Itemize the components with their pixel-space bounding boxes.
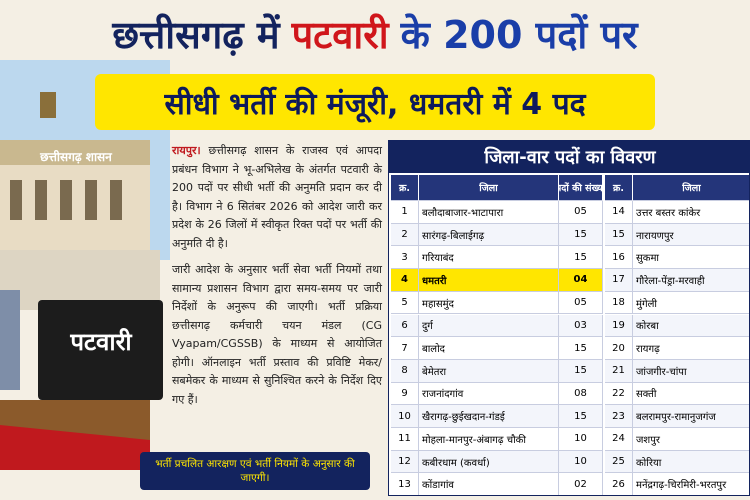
building-sign: छत्तीसगढ़ शासन — [40, 150, 112, 164]
table-cell: मोहला-मानपुर-अंबागढ़ चौकी — [419, 428, 559, 451]
table-cell: बालोद — [419, 337, 559, 360]
headline-line-1: छत्तीसगढ़ में पटवारी के 200 पदों पर — [0, 0, 750, 68]
table-header-cell: पदों की संख्या — [559, 175, 603, 201]
table-cell: गरियाबंद — [419, 246, 559, 270]
table-cell: 10 — [559, 428, 603, 451]
table-cell: 9 — [391, 382, 419, 406]
table-cell: मनेंद्रगढ़-चिरमिरी-भरतपुर — [633, 473, 749, 495]
table-cell: 8 — [391, 359, 419, 383]
table-cell: 17 — [605, 269, 633, 292]
table-cell: 6 — [391, 314, 419, 338]
table-cell: 10 — [559, 450, 603, 474]
table-cell: 21 — [605, 359, 633, 383]
table-cell: उत्तर बस्तर कांकेर — [633, 201, 749, 224]
table-cell: खैरागढ़-छुईखदान-गंडई — [419, 405, 559, 428]
paragraph-text: छत्तीसगढ़ शासन के राजस्व एवं आपदा प्रबंध… — [172, 144, 382, 250]
table-title: जिला-वार पदों का विवरण — [389, 141, 749, 173]
table-cell: नारायणपुर — [633, 223, 749, 247]
table-cell: सक्ती — [633, 382, 749, 406]
headline-part: पटवारी — [291, 13, 389, 57]
table-header-cell: क्र. — [605, 175, 633, 201]
table-cell: 02 — [559, 473, 603, 495]
table-cell: धमतरी — [419, 269, 559, 292]
table-cell: 15 — [559, 246, 603, 270]
table-cell: 22 — [605, 382, 633, 406]
table-cell: 05 — [559, 291, 603, 315]
note-banner: भर्ती प्रचलित आरक्षण एवं भर्ती नियमों के… — [140, 452, 370, 490]
table-header-cell: जिला — [633, 175, 749, 201]
table-cell: महासमुंद — [419, 291, 559, 315]
table-cell: 23 — [605, 405, 633, 428]
table-cell: कोंडागांव — [419, 473, 559, 495]
paragraph: रायपुर। छत्तीसगढ़ शासन के राजस्व एवं आपद… — [172, 142, 382, 253]
table-cell: 19 — [605, 314, 633, 338]
table-cell: 7 — [391, 337, 419, 360]
table-cell: 12 — [391, 450, 419, 474]
table-cell: 15 — [559, 405, 603, 428]
table-cell: 4 — [391, 269, 419, 292]
article: रायपुर। छत्तीसगढ़ शासन के राजस्व एवं आपद… — [172, 142, 382, 417]
table-cell: मुंगेली — [633, 291, 749, 315]
table-cell: जांजगीर-चांपा — [633, 359, 749, 383]
headline-line-2: सीधी भर्ती की मंजूरी, धमतरी में 4 पद — [95, 74, 655, 130]
table-cell: 25 — [605, 450, 633, 474]
table-cell: सारंगढ़-बिलाईगढ़ — [419, 223, 559, 247]
table-cell: कोरबा — [633, 314, 749, 338]
table-cell: 14 — [605, 201, 633, 224]
table-cell: 15 — [605, 223, 633, 247]
table-header-cell: जिला — [419, 175, 559, 201]
table-cell: 10 — [391, 405, 419, 428]
name-plate: पटवारी — [70, 328, 132, 356]
table-cell: 04 — [559, 269, 603, 292]
table-cell: 15 — [559, 337, 603, 360]
table-cell: 1 — [391, 201, 419, 224]
table-cell: 15 — [559, 359, 603, 383]
table-cell: 24 — [605, 428, 633, 451]
table-cell: गौरेला-पेंड्रा-मरवाही — [633, 269, 749, 292]
table-cell: 5 — [391, 291, 419, 315]
table-cell: कबीरधाम (कवर्धा) — [419, 450, 559, 474]
table-cell: 13 — [391, 473, 419, 495]
table-cell: 11 — [391, 428, 419, 451]
headline-part: के 200 पदों पर — [400, 13, 638, 57]
table-cell: 08 — [559, 382, 603, 406]
table-cell: 2 — [391, 223, 419, 247]
table-header-cell: क्र. — [391, 175, 419, 201]
table-cell: कोरिया — [633, 450, 749, 474]
table-cell: सुकमा — [633, 246, 749, 270]
table-cell: दुर्ग — [419, 314, 559, 338]
table-cell: राजनांदगांव — [419, 382, 559, 406]
table-cell: रायगढ़ — [633, 337, 749, 360]
table-cell: 20 — [605, 337, 633, 360]
district-table: जिला-वार पदों का विवरण क्र.जिलापदों की स… — [388, 140, 750, 496]
table-cell: 15 — [559, 223, 603, 247]
headline-part: छत्तीसगढ़ में — [112, 13, 280, 57]
table-cell: 05 — [559, 201, 603, 224]
table-cell: 3 — [391, 246, 419, 270]
table-cell: बलरामपुर-रामानुजगंज — [633, 405, 749, 428]
table-cell: 26 — [605, 473, 633, 495]
table-cell: बेमेतरा — [419, 359, 559, 383]
table-cell: 18 — [605, 291, 633, 315]
table-cell: 16 — [605, 246, 633, 270]
paragraph: जारी आदेश के अनुसार भर्ती सेवा भर्ती निय… — [172, 263, 382, 406]
table-cell: 03 — [559, 314, 603, 338]
table-cell: बलौदाबाजार-भाटापारा — [419, 201, 559, 224]
table-cell: जशपुर — [633, 428, 749, 451]
dateline: रायपुर। — [172, 144, 201, 157]
